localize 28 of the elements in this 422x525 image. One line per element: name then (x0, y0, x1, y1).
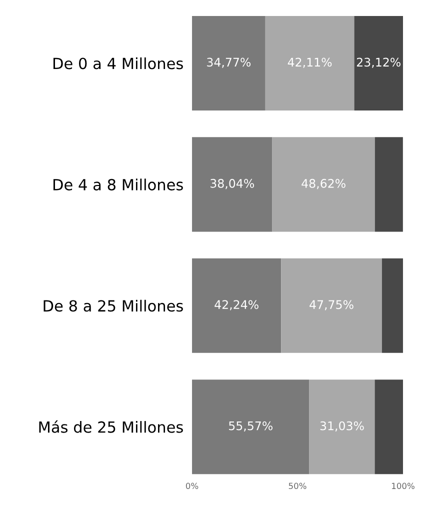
data-label: 55,57% (229, 421, 272, 432)
bar (374, 380, 404, 474)
y-tick-label: De 4 a 8 Millones (53, 178, 183, 190)
bar (374, 137, 403, 232)
data-label: 48,62% (302, 178, 346, 190)
data-label: 47,75% (310, 300, 354, 310)
bar (354, 16, 404, 110)
x-tick-label: 50% (288, 482, 306, 490)
data-label: 38,04% (210, 178, 254, 190)
data-label: 23,12% (356, 58, 400, 68)
y-tick-label: De 8 a 25 Millones (44, 300, 183, 312)
bar (192, 380, 310, 474)
bar (192, 16, 266, 110)
bar (281, 258, 382, 353)
y-tick-label: Más de 25 Millones (39, 420, 183, 433)
data-label: 42,24% (214, 300, 258, 310)
x-tick-label: 100% (392, 482, 414, 490)
bar (272, 137, 375, 232)
bar (265, 16, 354, 110)
data-label: 34,77% (207, 58, 251, 68)
x-tick-label: 0% (186, 482, 198, 490)
data-label: 42,11% (288, 58, 332, 68)
data-label: 31,03% (320, 421, 364, 432)
bar (192, 258, 282, 353)
bar (192, 137, 272, 232)
bar (309, 380, 375, 474)
y-tick-label: De 0 a 4 Millones (53, 57, 183, 70)
bar (382, 258, 403, 353)
